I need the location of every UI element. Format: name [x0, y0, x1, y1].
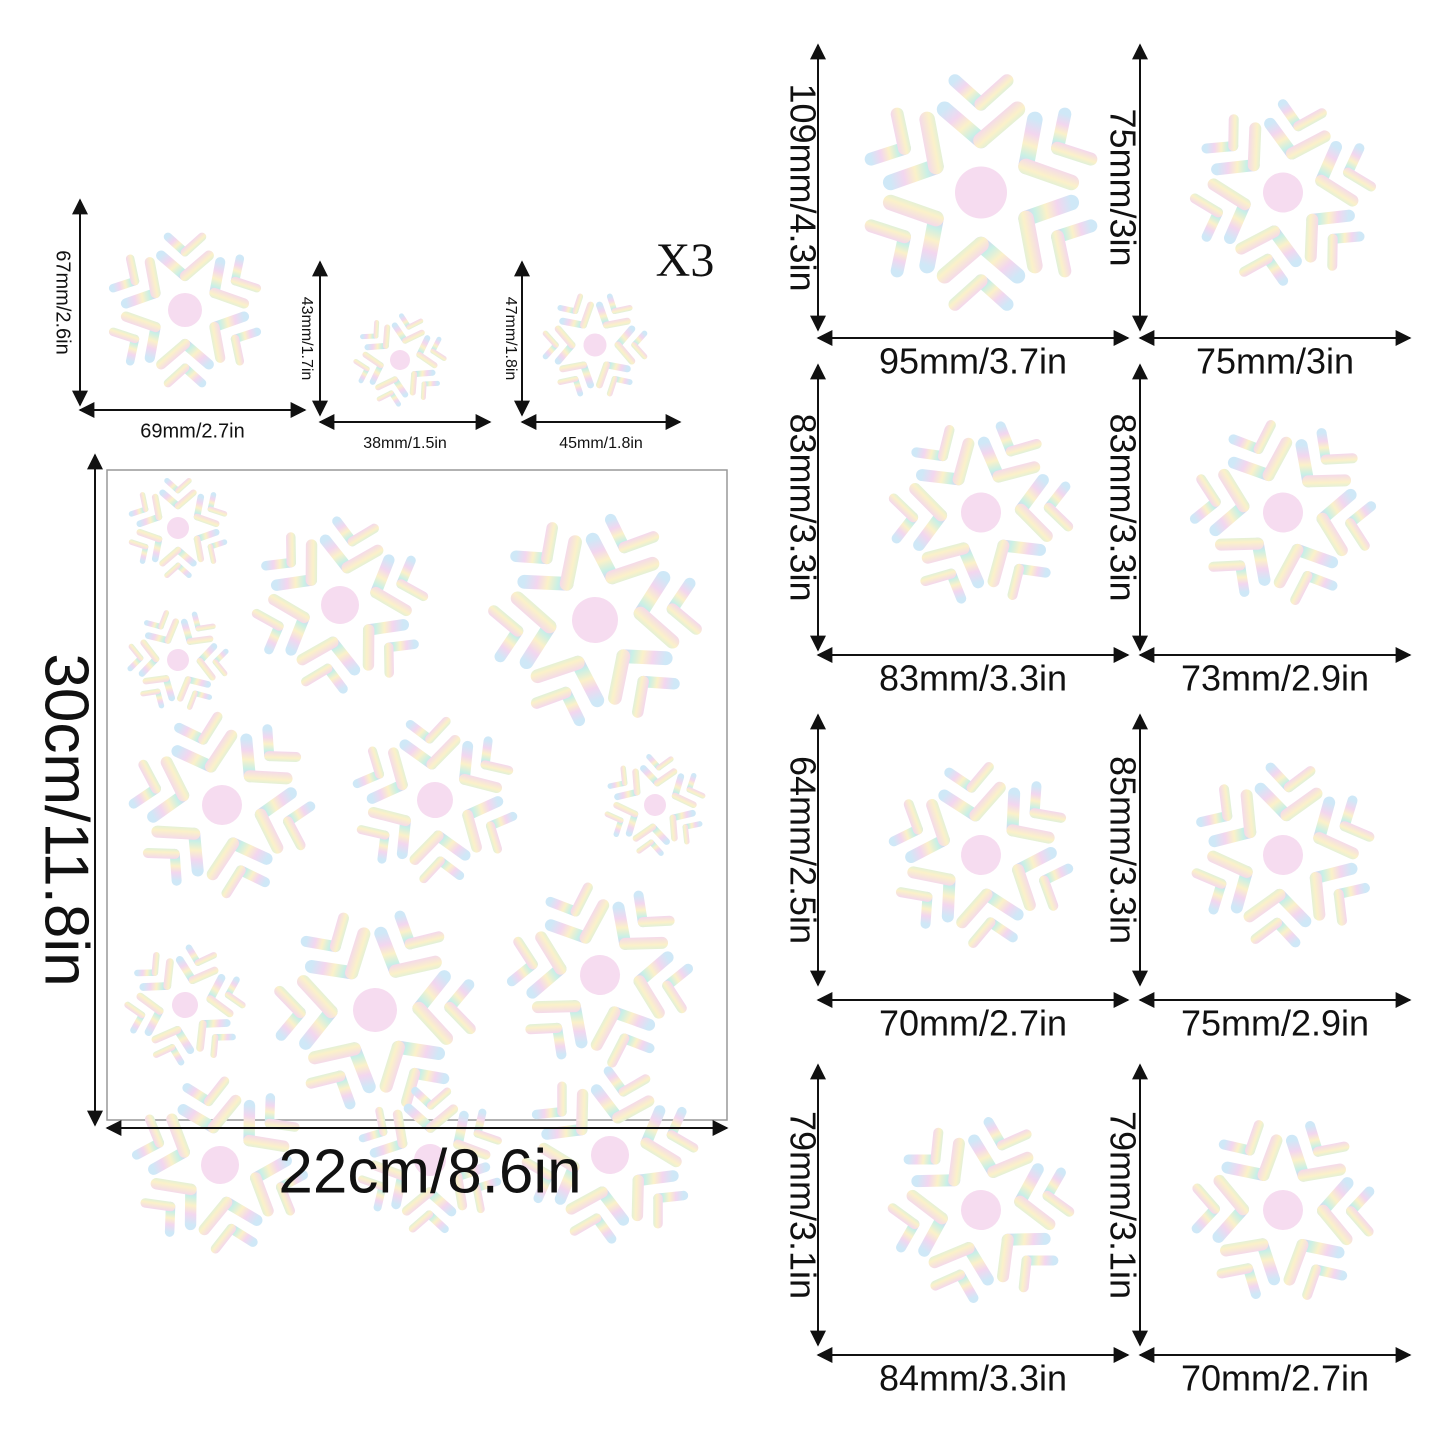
width-label: 70mm/2.7in [1181, 1358, 1369, 1399]
multiplier: X3 [656, 234, 715, 287]
height-label: 47mm/1.8in [502, 297, 519, 381]
width-label: 75mm/3in [1196, 341, 1354, 382]
snowflake [585, 735, 725, 876]
width-label: 69mm/2.7in [140, 420, 245, 442]
snowflake [1167, 77, 1399, 308]
width-label: 75mm/2.9in [1181, 1003, 1369, 1044]
snowflake [85, 668, 358, 941]
height-label: 85mm/3.3in [1102, 756, 1143, 944]
height-label: 43mm/1.7in [298, 297, 315, 381]
height-label: 30cm/11.8in [32, 653, 101, 986]
snowflake [852, 384, 1111, 642]
snowflake [104, 587, 251, 734]
height-label: 83mm/3.3in [1102, 413, 1143, 601]
snowflake [855, 68, 1108, 318]
snowflake [232, 498, 448, 712]
width-label: 83mm/3.3in [879, 658, 1067, 699]
width-label: 38mm/1.5in [363, 435, 447, 452]
snowflake [102, 228, 267, 391]
snowflake [110, 929, 260, 1080]
snowflake [125, 475, 232, 581]
snowflake [846, 719, 1117, 990]
width-label: 70mm/2.7in [879, 1003, 1067, 1044]
width-label: 95mm/3.7in [879, 341, 1067, 382]
height-label: 83mm/3.3in [782, 413, 823, 601]
snowflake [314, 679, 556, 921]
snowflake [341, 301, 460, 419]
width-label: 73mm/2.9in [1181, 658, 1369, 699]
height-label: 67mm/2.6in [52, 250, 74, 355]
width-label: 84mm/3.3in [879, 1358, 1067, 1399]
snowflake [867, 1095, 1095, 1325]
snowflake [1147, 377, 1419, 648]
height-label: 109mm/4.3in [782, 83, 823, 291]
height-label: 79mm/3.1in [1102, 1111, 1143, 1299]
width-label: 22cm/8.6in [278, 1137, 581, 1206]
snowflake [1155, 726, 1411, 983]
height-label: 79mm/3.1in [782, 1111, 823, 1299]
width-label: 45mm/1.8in [559, 435, 643, 452]
height-label: 75mm/3in [1102, 108, 1143, 266]
snowflake [490, 864, 710, 1086]
height-label: 64mm/2.5in [782, 756, 823, 944]
snowflake [266, 900, 485, 1121]
snowflake [450, 476, 740, 764]
snowflake [1185, 1111, 1380, 1309]
snowflake [519, 269, 671, 420]
